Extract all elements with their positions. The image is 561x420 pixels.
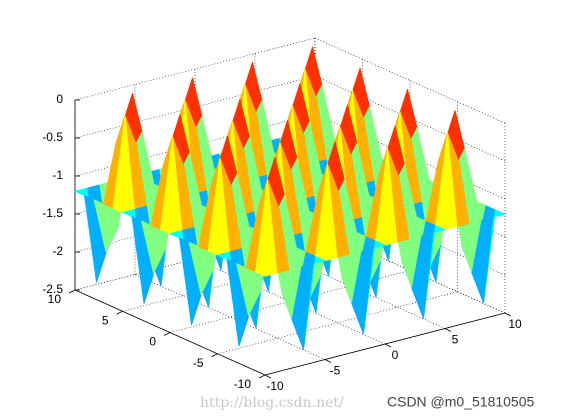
watermark-url: http://blog.csdn.net/ (200, 395, 344, 411)
z-tick-label: -0.5 (42, 130, 63, 144)
grid-line (74, 37, 316, 101)
y-tick-label: 0 (149, 335, 156, 349)
y-tick-label: -5 (193, 356, 204, 370)
x-tick-label: 5 (452, 333, 459, 347)
x-tick-label: -10 (266, 379, 284, 393)
y-tick-label: 5 (102, 313, 109, 327)
y-tick (211, 353, 218, 358)
grid-line (217, 291, 458, 355)
x-tick (264, 374, 272, 379)
z-tick-label: -2 (52, 244, 63, 258)
y-tick-label: -10 (234, 377, 252, 391)
z-tick-label: -1.5 (42, 206, 63, 220)
x-tick (324, 359, 332, 363)
x-tick-label: -5 (330, 364, 341, 378)
y-tick-label: 10 (48, 292, 62, 306)
y-tick (163, 332, 171, 336)
watermark: CSDN @m0_51810505 (387, 394, 535, 410)
y-tick (116, 310, 123, 315)
z-tick-label: -1 (52, 168, 63, 182)
x-tick-label: 0 (392, 348, 399, 362)
surface-patch (255, 178, 278, 277)
y-tick (258, 374, 266, 379)
y-tick (68, 289, 76, 294)
z-tick-label: -2.5 (42, 282, 63, 296)
z-tick-label: 0 (56, 92, 63, 106)
x-tick-label: 10 (508, 317, 522, 331)
x-tick (504, 312, 512, 317)
x-tick (384, 343, 392, 348)
x-tick (444, 328, 452, 332)
